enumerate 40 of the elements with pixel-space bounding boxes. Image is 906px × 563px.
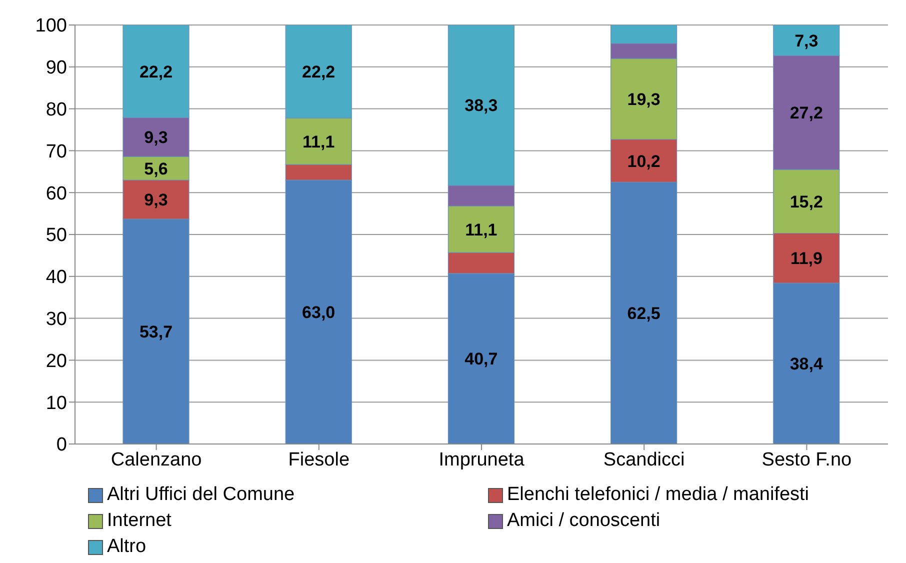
y-tick-label: 60 bbox=[46, 183, 67, 204]
data-label: 9,3 bbox=[144, 128, 168, 148]
x-tick-label: Scandicci bbox=[603, 449, 685, 470]
y-tick-label: 30 bbox=[46, 309, 67, 330]
data-label: 38,3 bbox=[464, 96, 498, 116]
legend-label: Elenchi telefonici / media / manifesti bbox=[507, 484, 810, 506]
y-tick-label: 70 bbox=[46, 141, 67, 162]
x-tick-label: Impruneta bbox=[438, 449, 525, 470]
y-tick-label: 0 bbox=[56, 434, 67, 456]
data-label: 5,6 bbox=[144, 159, 168, 178]
y-tick-label: 100 bbox=[35, 16, 67, 37]
data-label: 62,5 bbox=[627, 304, 660, 324]
data-label: 9,3 bbox=[144, 190, 168, 210]
y-tick-label: 90 bbox=[46, 58, 67, 79]
data-label: 53,7 bbox=[139, 322, 173, 342]
data-label: 63,0 bbox=[302, 303, 336, 322]
y-tick-label: 10 bbox=[46, 392, 67, 414]
data-label: 19,3 bbox=[627, 90, 660, 109]
data-label: 22,2 bbox=[302, 62, 336, 82]
data-label: 11,9 bbox=[790, 249, 822, 268]
legend-label: Altri Uffici del Comune bbox=[107, 484, 295, 506]
y-tick-label: 40 bbox=[46, 267, 67, 288]
data-label: 38,4 bbox=[790, 354, 824, 374]
y-tick-label: 20 bbox=[46, 350, 67, 372]
data-label: 7,3 bbox=[794, 31, 818, 50]
legend-label: Internet bbox=[107, 510, 172, 532]
x-tick-label: Sesto F.no bbox=[762, 449, 852, 470]
legend-label: Altro bbox=[107, 536, 146, 558]
x-tick-label: Calenzano bbox=[110, 449, 202, 470]
data-label: 11,1 bbox=[465, 220, 498, 240]
data-label: 11,1 bbox=[302, 132, 335, 152]
data-label: 10,2 bbox=[627, 152, 660, 171]
data-label: 27,2 bbox=[790, 104, 823, 123]
data-label: 40,7 bbox=[464, 350, 498, 369]
x-tick-label: Fiesole bbox=[288, 449, 350, 470]
data-label: 22,2 bbox=[139, 62, 173, 82]
data-label: 15,2 bbox=[790, 192, 823, 212]
legend-label: Amici / conoscenti bbox=[507, 510, 660, 532]
y-tick-label: 50 bbox=[46, 225, 67, 246]
y-tick-label: 80 bbox=[46, 100, 67, 121]
